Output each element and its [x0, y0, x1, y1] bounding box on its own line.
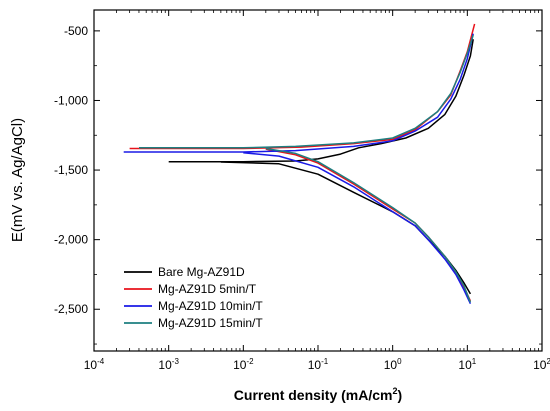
- y-tick-label: -1,000: [54, 93, 88, 107]
- legend-label: Mg-AZ91D 15min/T: [158, 316, 263, 330]
- x-axis-title-main: Current density (mA/cm: [234, 387, 393, 403]
- x-tick-label-exponent: 2: [546, 357, 550, 366]
- x-axis-title-tail: ): [398, 387, 403, 403]
- series-2-anodic-line: [129, 23, 476, 150]
- x-tick-label-exponent: -4: [97, 357, 105, 366]
- series-4: [139, 34, 474, 303]
- x-tick-label-base: 10: [533, 358, 547, 372]
- x-tick-label: 100: [384, 357, 402, 372]
- x-tick-label: 10-1: [308, 357, 329, 372]
- x-tick-label-exponent: 1: [472, 357, 477, 366]
- y-tick-label: -2,000: [54, 233, 88, 247]
- y-tick-label: -500: [64, 24, 88, 38]
- x-axis-title: Current density (mA/cm2): [234, 386, 402, 403]
- x-tick-label-exponent: -3: [172, 357, 180, 366]
- series-1: [168, 39, 474, 295]
- x-tick-label-exponent: -2: [246, 357, 254, 366]
- series-layer: [123, 23, 476, 305]
- x-tick-label-base: 10: [158, 358, 172, 372]
- x-axis-title-superscript: 2: [393, 386, 398, 396]
- x-tick-label: 10-2: [233, 357, 254, 372]
- y-axis-title: E(mV vs. Ag/AgCl): [9, 118, 26, 242]
- series-4-cathodic-line: [265, 147, 472, 303]
- x-tick-label-base: 10: [308, 358, 322, 372]
- series-3-anodic-line: [123, 33, 474, 153]
- legend: Bare Mg-AZ91D Mg-AZ91D 5min/T Mg-AZ91D 10m…: [124, 265, 263, 330]
- legend-label: Mg-AZ91D 5min/T: [158, 282, 257, 296]
- x-tick-label-base: 10: [384, 358, 398, 372]
- legend-label: Mg-AZ91D 10min/T: [158, 299, 263, 313]
- x-tick-label: 101: [458, 357, 476, 372]
- y-tick-label: -2,500: [54, 302, 88, 316]
- series-3-cathodic-line: [243, 151, 472, 305]
- x-tick-label: 102: [533, 357, 550, 372]
- y-tick-label: -1,500: [54, 163, 88, 177]
- series-2-cathodic-line: [265, 148, 472, 302]
- ticks-layer: 10-4 10-3 10-2 10-1 100 101 102-500-1,000-1,50…: [54, 10, 550, 372]
- x-tick-label-exponent: 0: [397, 357, 402, 366]
- legend-label: Bare Mg-AZ91D: [158, 265, 245, 279]
- x-tick-label: 10-3: [158, 357, 179, 372]
- x-tick-label-base: 10: [233, 358, 247, 372]
- x-tick-label: 10-4: [84, 357, 105, 372]
- x-tick-label-base: 10: [458, 358, 472, 372]
- x-tick-label-exponent: -1: [321, 357, 329, 366]
- series-1-anodic-line: [168, 39, 474, 163]
- x-tick-label-base: 10: [84, 358, 98, 372]
- series-4-anodic-line: [139, 34, 474, 149]
